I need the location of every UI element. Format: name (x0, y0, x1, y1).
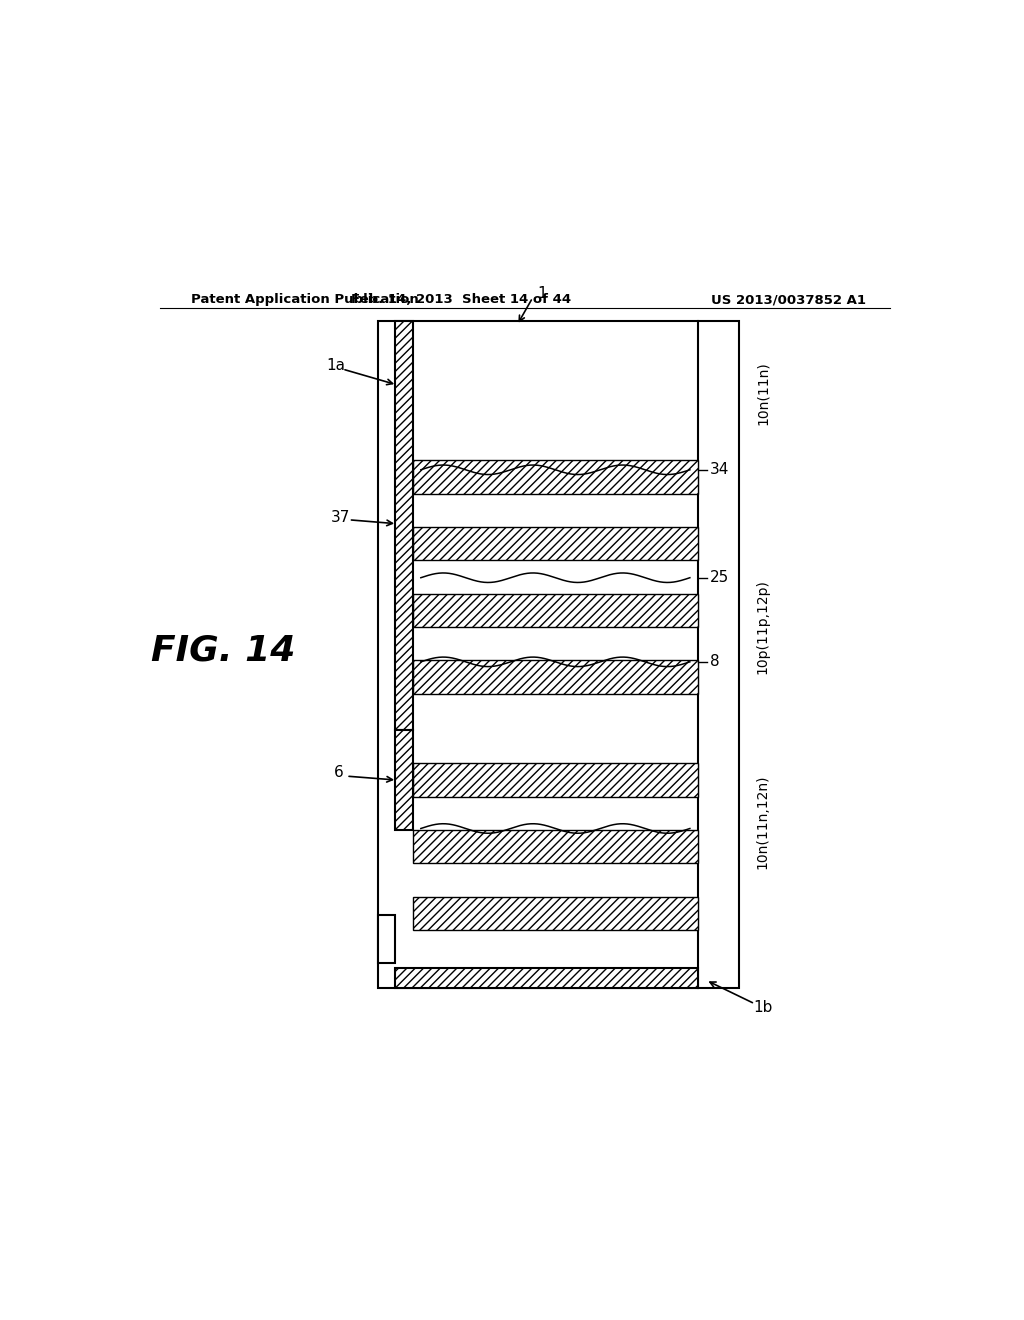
Text: 37: 37 (331, 510, 350, 525)
Bar (395, 321, 413, 730)
Text: FIG. 14: FIG. 14 (152, 634, 295, 668)
Bar (413, 660, 697, 693)
Bar (413, 594, 697, 627)
Bar (413, 763, 697, 797)
Text: US 2013/0037852 A1: US 2013/0037852 A1 (711, 293, 866, 306)
Bar (395, 730, 413, 830)
Text: Patent Application Publication: Patent Application Publication (191, 293, 419, 306)
Bar (413, 527, 697, 560)
Bar (378, 321, 739, 987)
Bar (413, 830, 697, 863)
Text: 25: 25 (710, 570, 729, 585)
Text: 8: 8 (710, 655, 719, 669)
Text: 6: 6 (334, 764, 343, 780)
Text: 1a: 1a (327, 358, 345, 372)
Bar (395, 968, 697, 987)
Bar (413, 896, 697, 931)
Text: 10n(11n): 10n(11n) (756, 360, 770, 425)
Bar (378, 915, 395, 962)
Bar (413, 461, 697, 494)
Text: Feb. 14, 2013  Sheet 14 of 44: Feb. 14, 2013 Sheet 14 of 44 (351, 293, 571, 306)
Text: 1b: 1b (754, 1001, 772, 1015)
Text: 10n(11n,12n): 10n(11n,12n) (756, 774, 770, 869)
Text: 34: 34 (710, 462, 729, 478)
Text: 1: 1 (538, 286, 547, 301)
Text: 10p(11p,12p): 10p(11p,12p) (756, 579, 770, 675)
